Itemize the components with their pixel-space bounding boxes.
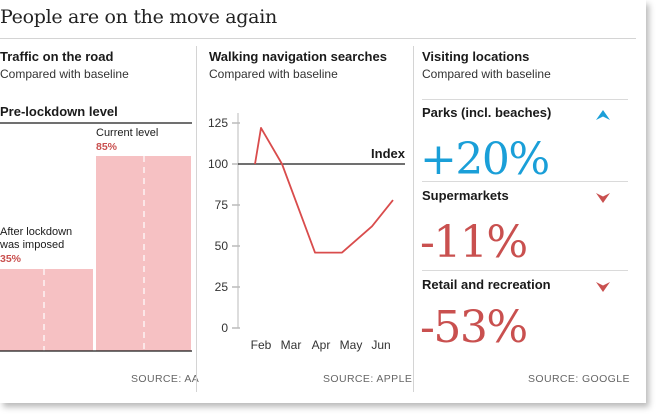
y-tick-label: 125 (208, 116, 228, 130)
x-tick-label: Mar (281, 338, 302, 352)
walking-subtitle: Compared with baseline (209, 67, 338, 81)
stat-rule-3 (422, 270, 628, 271)
stat-label-parks: Parks (incl. beaches) (422, 105, 552, 120)
current-level-value: 85% (96, 141, 118, 153)
visiting-title: Visiting locations (422, 49, 530, 64)
y-tick-label: 100 (208, 157, 228, 171)
bar-after-lockdown (0, 269, 93, 351)
walking-source: SOURCE: APPLE (323, 373, 413, 385)
y-tick-label: 50 (215, 239, 229, 253)
current-level-label: Current level (96, 127, 159, 139)
arrow-down-icon (596, 193, 610, 203)
traffic-chart (0, 122, 192, 352)
visiting-subtitle: Compared with baseline (422, 67, 551, 81)
headline: People are on the move again (0, 6, 277, 28)
headline-rule (0, 38, 636, 39)
traffic-reference-label: Pre-lockdown level (0, 104, 118, 119)
y-tick-label: 0 (221, 321, 228, 335)
stat-label-retail: Retail and recreation (422, 277, 551, 292)
bar-current-level (96, 156, 191, 351)
walking-title: Walking navigation searches (209, 49, 387, 64)
traffic-title: Traffic on the road (0, 49, 114, 64)
y-tick-label: 75 (215, 198, 229, 212)
walking-series-line (254, 126, 394, 254)
traffic-source: SOURCE: AA (131, 373, 200, 385)
stat-value-parks: +20% (420, 134, 550, 185)
x-tick-label: Jun (371, 338, 390, 352)
traffic-subtitle: Compared with baseline (0, 67, 129, 81)
index-label: Index (371, 146, 406, 161)
arrow-down-icon (596, 282, 610, 292)
x-tick-label: Feb (251, 338, 272, 352)
stat-rule-2 (422, 181, 628, 182)
panel-divider-2 (413, 46, 414, 392)
stat-rule-1 (422, 99, 628, 100)
panel-divider-1 (196, 46, 197, 392)
walking-chart: 0 25 50 75 100 125 Index Feb Mar Apr May Jun (208, 113, 406, 352)
after-lockdown-value: 35% (0, 253, 22, 265)
arrow-up-icon (596, 110, 610, 120)
x-tick-label: Apr (312, 338, 331, 352)
x-tick-label: May (340, 338, 363, 352)
y-tick-label: 25 (215, 280, 229, 294)
stat-value-supermarkets: -11% (420, 217, 528, 268)
visiting-source: SOURCE: GOOGLE (528, 373, 630, 385)
after-lockdown-label: After lockdown was imposed (0, 226, 73, 251)
stat-label-supermarkets: Supermarkets (422, 188, 509, 203)
stat-value-retail: -53% (420, 302, 528, 353)
